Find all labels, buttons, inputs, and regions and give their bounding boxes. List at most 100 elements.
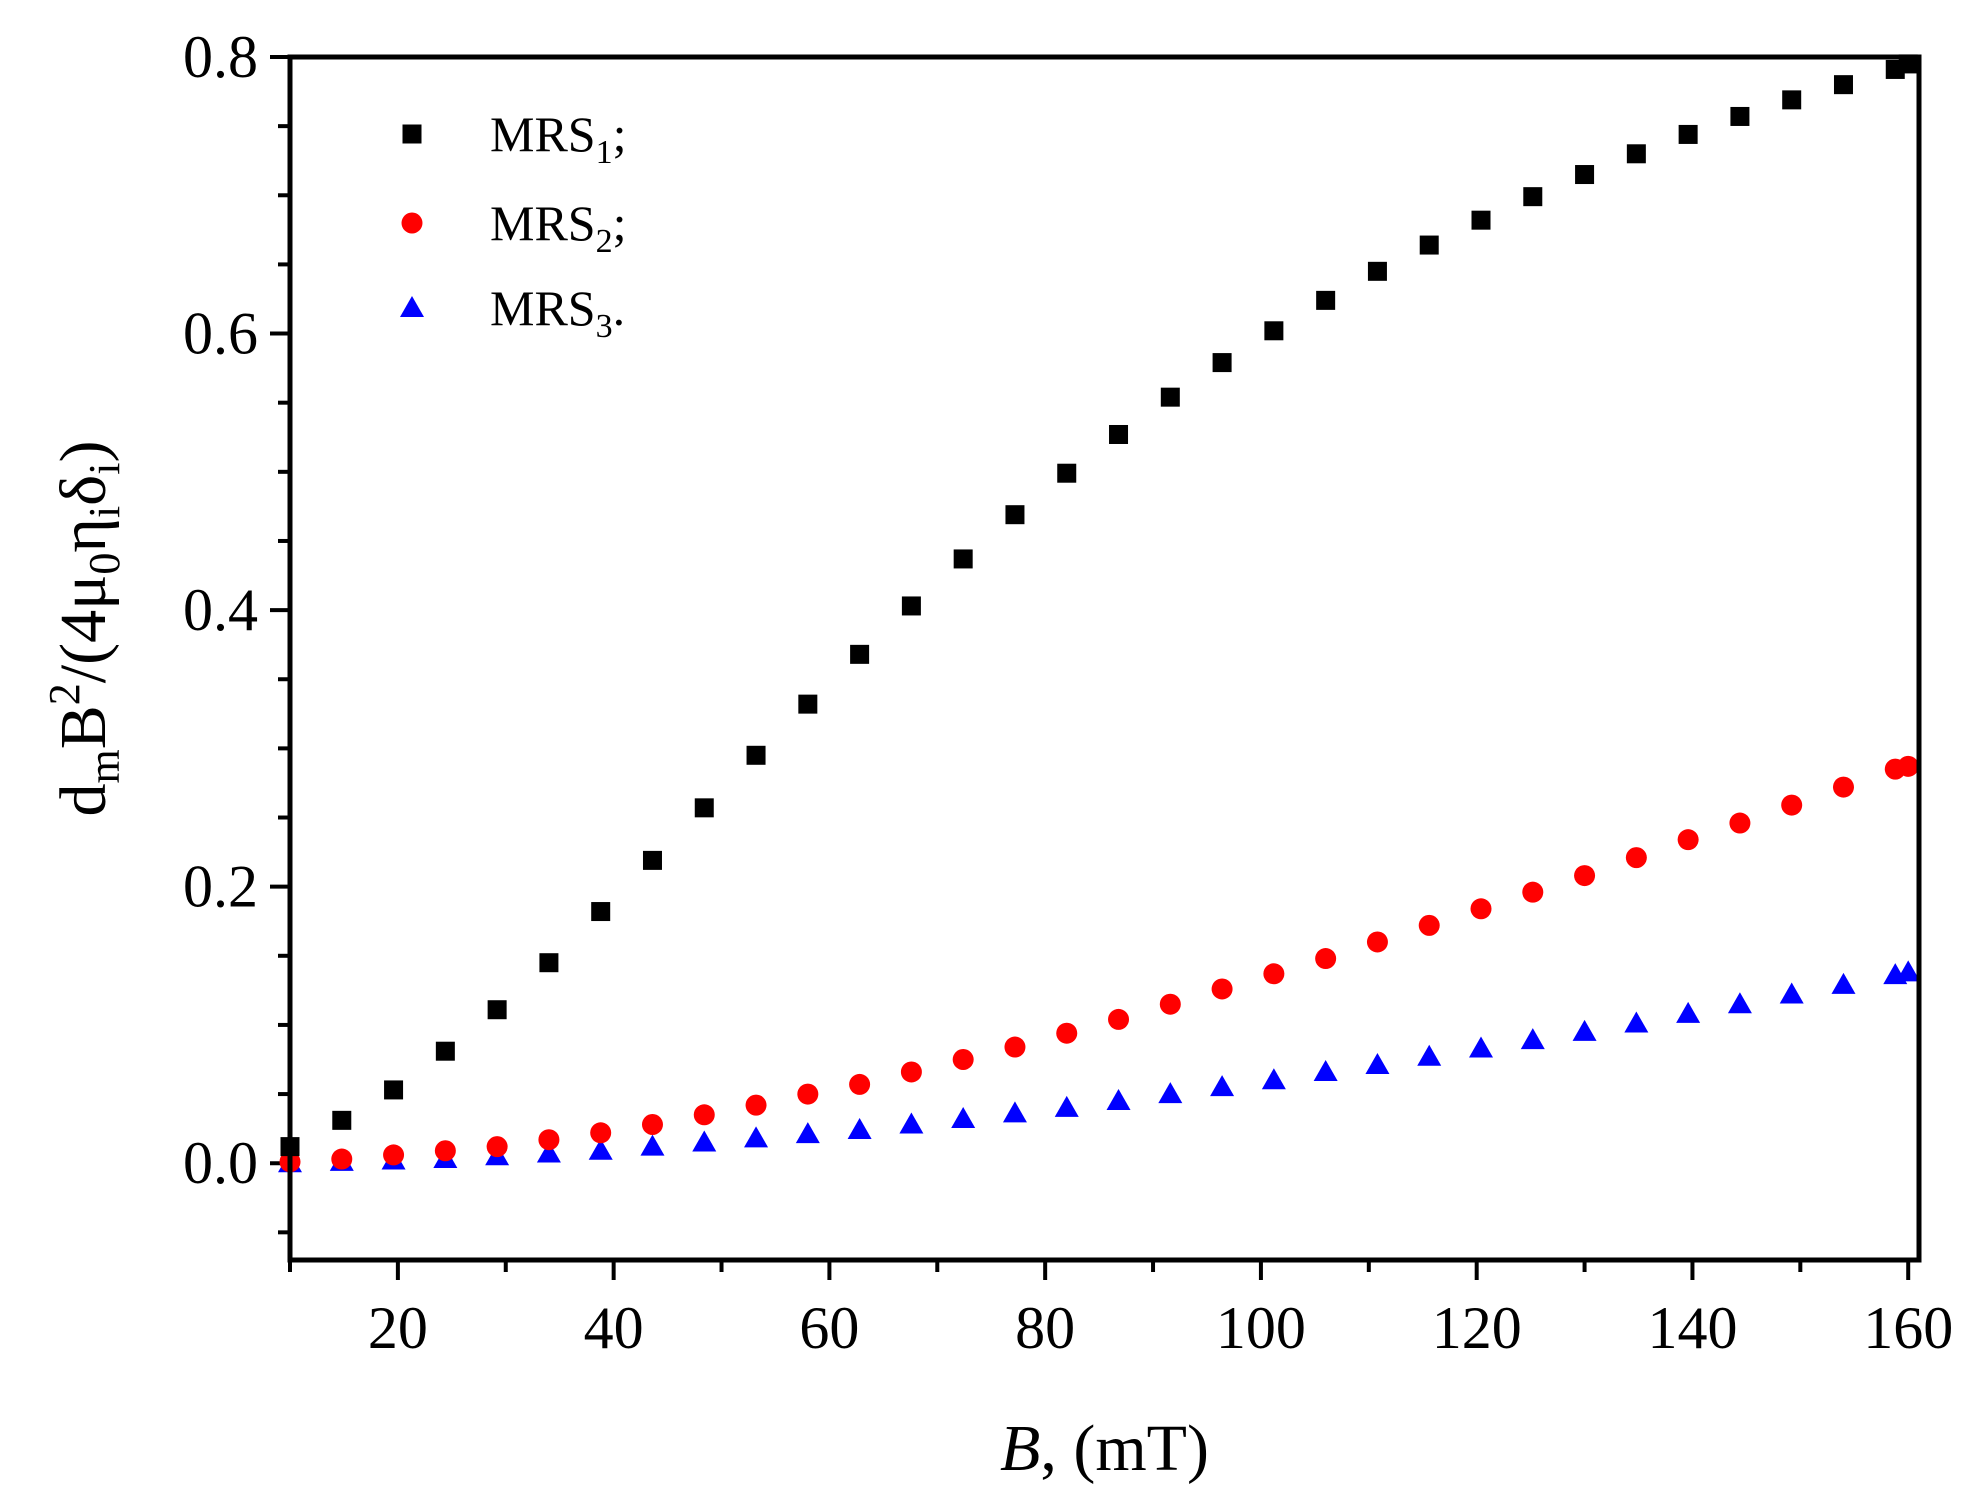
data-point-mrs2	[1108, 1008, 1130, 1030]
legend-item-mrs2: MRS2;	[401, 195, 627, 260]
data-point-mrs1	[1160, 387, 1180, 407]
data-point-mrs1	[953, 549, 973, 569]
data-point-mrs2	[1004, 1036, 1026, 1058]
data-point-mrs3	[744, 1126, 769, 1148]
data-point-mrs1	[1109, 424, 1129, 444]
data-point-mrs2	[952, 1049, 974, 1070]
data-point-mrs2	[641, 1113, 663, 1135]
data-point-mrs3	[1313, 1059, 1338, 1081]
data-point-mrs3	[1261, 1068, 1286, 1090]
data-point-mrs3	[1417, 1044, 1442, 1066]
data-point-mrs2	[797, 1083, 819, 1105]
data-point-mrs1	[1367, 261, 1387, 281]
data-point-mrs3	[1365, 1053, 1390, 1075]
data-point-mrs2	[1418, 914, 1440, 936]
legend: MRS1; MRS2; MRS3.	[400, 106, 627, 345]
data-point-mrs2	[1729, 812, 1751, 834]
x-tick-label: 40	[584, 1295, 644, 1361]
data-point-mrs3	[692, 1130, 717, 1152]
data-point-mrs2	[486, 1136, 508, 1158]
data-point-mrs1	[1057, 463, 1077, 483]
y-axis-ticks: 0.0 0.2 0.4 0.6 0.8	[183, 24, 290, 1235]
data-point-mrs3	[1106, 1088, 1131, 1110]
data-point-mrs2	[1366, 931, 1388, 953]
data-point-mrs1	[1005, 505, 1025, 525]
data-point-mrs2	[849, 1073, 871, 1095]
x-tick-label: 100	[1216, 1295, 1306, 1361]
data-point-mrs3	[1572, 1019, 1597, 1041]
data-point-mrs1	[694, 798, 714, 818]
series-mrs2	[279, 755, 1919, 1173]
data-point-mrs1	[1782, 90, 1802, 110]
data-point-mrs2	[434, 1140, 456, 1162]
data-point-mrs2	[331, 1148, 353, 1170]
data-point-mrs2	[1522, 881, 1544, 903]
data-point-mrs2	[1781, 794, 1803, 816]
y-tick-label: 0.0	[183, 1130, 258, 1196]
data-point-mrs3	[951, 1106, 976, 1128]
data-point-mrs1	[1419, 235, 1439, 255]
data-point-mrs2	[1832, 776, 1854, 798]
data-point-mrs2	[1315, 948, 1337, 970]
data-point-mrs3	[1210, 1075, 1235, 1097]
data-point-mrs2	[590, 1122, 612, 1144]
data-point-mrs3	[536, 1141, 561, 1163]
data-point-mrs1	[901, 596, 921, 616]
data-point-mrs1	[1626, 144, 1646, 164]
data-point-mrs3	[1624, 1011, 1649, 1033]
data-point-mrs3	[1779, 982, 1804, 1004]
y-tick-label: 0.4	[183, 577, 258, 643]
legend-label-mrs1: MRS1;	[490, 106, 627, 171]
data-point-mrs1	[384, 1080, 404, 1100]
data-point-mrs3	[899, 1112, 924, 1134]
x-tick-label: 20	[368, 1295, 428, 1361]
plot-frame	[287, 54, 1922, 1263]
data-point-mrs3	[1054, 1095, 1079, 1117]
data-point-mrs1	[642, 850, 662, 870]
data-point-mrs2	[1470, 898, 1492, 920]
x-axis-ticks: 20 40 60 80 100 120 140 160	[288, 1260, 1953, 1361]
x-tick-label: 80	[1015, 1295, 1075, 1361]
data-point-mrs2	[1159, 993, 1181, 1015]
data-points	[278, 54, 1921, 1173]
data-point-mrs2	[1263, 963, 1285, 985]
series-mrs1	[280, 54, 1918, 1157]
data-point-mrs3	[1158, 1082, 1183, 1104]
data-point-mrs3	[1831, 972, 1856, 994]
legend-label-mrs2: MRS2;	[490, 195, 627, 260]
data-point-mrs3	[1520, 1028, 1545, 1050]
y-tick-label: 0.8	[183, 24, 258, 90]
data-point-mrs1	[591, 902, 611, 922]
x-tick-label: 60	[799, 1295, 859, 1361]
data-point-mrs1	[1678, 124, 1698, 144]
legend-marker-mrs1	[402, 124, 422, 144]
legend-item-mrs1: MRS1;	[402, 106, 627, 171]
y-tick-label: 0.6	[183, 301, 258, 367]
data-point-mrs1	[1212, 353, 1232, 373]
data-point-mrs3	[1002, 1101, 1027, 1123]
legend-label-mrs3: MRS3.	[490, 280, 625, 345]
data-point-mrs2	[1897, 755, 1919, 777]
data-point-mrs2	[538, 1129, 560, 1151]
data-point-mrs1	[487, 1000, 507, 1020]
data-point-mrs1	[746, 745, 766, 765]
x-tick-label: 140	[1647, 1295, 1737, 1361]
data-point-mrs3	[1896, 960, 1921, 982]
data-point-mrs2	[745, 1094, 767, 1116]
data-point-mrs1	[435, 1041, 455, 1061]
data-point-mrs2	[1574, 865, 1596, 887]
x-tick-label: 120	[1432, 1295, 1522, 1361]
data-point-mrs3	[795, 1122, 820, 1144]
data-point-mrs1	[1730, 106, 1750, 126]
data-point-mrs1	[1833, 75, 1853, 95]
data-point-mrs2	[900, 1061, 922, 1083]
x-tick-label: 160	[1863, 1295, 1953, 1361]
y-tick-label: 0.2	[183, 854, 258, 920]
data-point-mrs2	[693, 1104, 715, 1126]
data-point-mrs1	[1575, 165, 1595, 185]
data-point-mrs2	[1677, 829, 1699, 851]
legend-marker-mrs3	[400, 296, 424, 317]
data-point-mrs2	[383, 1144, 405, 1166]
data-point-mrs1	[1523, 187, 1543, 207]
data-point-mrs1	[1471, 210, 1491, 230]
